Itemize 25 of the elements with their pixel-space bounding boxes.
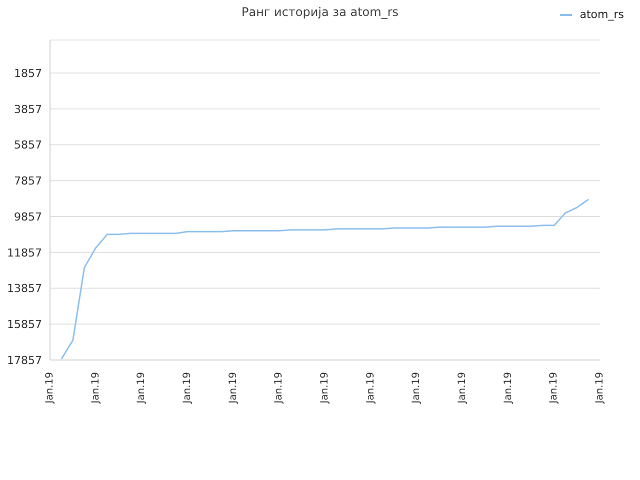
y-tick-label: 11857 — [7, 246, 42, 260]
x-tick-label: Jan.19 — [411, 372, 422, 404]
x-tick-label: Jan.19 — [44, 372, 56, 404]
y-tick-label: 7857 — [14, 174, 42, 188]
x-tick-label: Jan.19 — [182, 372, 193, 404]
x-tick-label: Jan.19 — [320, 372, 330, 404]
y-tick-label: 13857 — [7, 282, 42, 296]
x-tick-label: Jan.19 — [457, 372, 468, 404]
y-tick-label: 1857 — [14, 66, 42, 80]
line-series — [60, 198, 590, 360]
chart-title: Ранг историја за atom_rs — [241, 5, 399, 19]
x-tick-label: Jan.19 — [136, 372, 148, 404]
y-tick-label: 9857 — [14, 210, 42, 224]
y-tick-label: 5857 — [14, 138, 42, 152]
x-tick-label: Jan.19 — [502, 372, 514, 404]
x-tick-label: Jan.19 — [365, 372, 376, 404]
x-tick-label: Jan.19 — [90, 372, 102, 404]
y-tick-label: 15857 — [7, 318, 42, 332]
legend-label: atom_rs — [578, 8, 624, 21]
y-tick-label: 3857 — [14, 102, 42, 116]
x-tick-label: Jan.19 — [548, 372, 560, 404]
y-tick-label: 17857 — [7, 354, 42, 367]
x-tick-label: Jan.19 — [228, 372, 239, 404]
x-tick-label: Jan.19 — [594, 372, 606, 404]
x-tick-label: Jan.19 — [274, 372, 285, 404]
